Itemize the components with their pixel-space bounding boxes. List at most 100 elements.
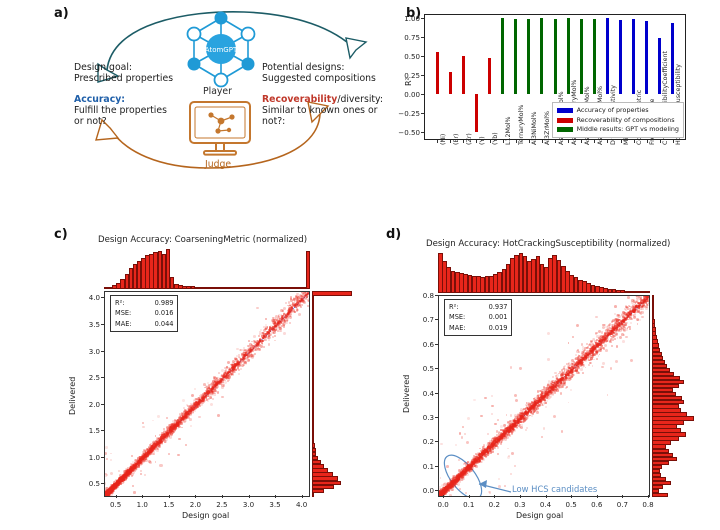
- panel-b-ytick-mark: [421, 17, 424, 19]
- scatter-point: [141, 456, 144, 459]
- scatter-point: [260, 343, 262, 346]
- hist-bar-right: [312, 484, 335, 490]
- scatter-point: [273, 320, 276, 323]
- hist-bar-right: [312, 328, 314, 333]
- scatter-point: [542, 427, 546, 430]
- panel-b-xtick: (Er): [452, 133, 460, 145]
- ytick-mark: [101, 377, 104, 379]
- panel-b-bar: [645, 20, 649, 95]
- scatter-point: [165, 416, 169, 420]
- hist-bar-right: [652, 371, 674, 377]
- scatter-point: [181, 413, 185, 417]
- hist-bar-right: [312, 492, 315, 497]
- panel-b-bar: [658, 38, 662, 95]
- scatter-point: [283, 320, 287, 323]
- panel-b-ytick: 0.25: [404, 71, 420, 81]
- panel-b-xtick-mark: [646, 140, 648, 143]
- ytick-label: 2.5: [88, 373, 100, 383]
- scatter-point: [282, 318, 286, 322]
- ytick-label: 1.5: [88, 426, 100, 436]
- hist-bar-top: [645, 291, 650, 293]
- hist-bar-right: [312, 356, 314, 362]
- panel-b-ytick: 0.75: [404, 32, 420, 42]
- hist-bar-top: [141, 257, 146, 289]
- scatter-point: [176, 419, 180, 423]
- scatter-point: [248, 340, 251, 342]
- xtick-mark: [142, 495, 144, 498]
- scatter-point: [177, 419, 180, 422]
- scatter-point: [304, 292, 307, 294]
- scatter-point: [208, 392, 211, 395]
- ytick-mark: [101, 430, 104, 432]
- scatter-point: [123, 472, 125, 475]
- scatter-point: [277, 315, 280, 317]
- scatter-point: [289, 314, 292, 317]
- scatter-point: [264, 317, 267, 321]
- scatter-point: [218, 380, 221, 383]
- scatter-point: [110, 471, 114, 475]
- hist-bar-top: [108, 287, 113, 289]
- scatter-point: [110, 488, 113, 491]
- scatter-point: [299, 299, 302, 302]
- hist-bar-right: [312, 323, 314, 329]
- scatter-point: [290, 299, 293, 302]
- xtick-mark: [301, 495, 303, 498]
- hist-bar-top: [227, 287, 233, 289]
- scatter-point: [210, 389, 213, 392]
- scatter-point: [166, 427, 169, 429]
- recoverability-accent-tail: /diversity:: [337, 94, 384, 105]
- hist-bar-right: [312, 311, 314, 317]
- hist-bar-top: [198, 286, 204, 289]
- scatter-point: [265, 324, 268, 327]
- hist-bar-right: [652, 367, 671, 373]
- hist-bar-right: [312, 422, 314, 428]
- scatter-point: [262, 336, 265, 339]
- hist-bar-right: [652, 428, 681, 433]
- scatter-point: [243, 347, 246, 350]
- hist-bar-right: [312, 361, 314, 366]
- scatter-point: [187, 413, 190, 416]
- hist-bar-right: [652, 299, 654, 304]
- xtick-label: 3.5: [269, 500, 281, 509]
- scatter-point: [279, 321, 282, 324]
- player-label: Player: [203, 86, 232, 97]
- hist-bar-top: [248, 287, 253, 289]
- hist-bar-right: [652, 339, 658, 344]
- panel-a-letter: a): [54, 6, 69, 21]
- scatter-point: [167, 453, 170, 456]
- scatter-point: [246, 350, 249, 353]
- scatter-point: [146, 454, 149, 457]
- scatter-point: [260, 339, 263, 342]
- scatter-point: [544, 405, 547, 409]
- scatter-point: [253, 352, 256, 355]
- scatter-point: [181, 419, 184, 422]
- scatter-point: [274, 325, 277, 328]
- hist-bar-top: [190, 286, 196, 289]
- scatter-point: [168, 432, 172, 435]
- hist-bar-top: [174, 284, 179, 289]
- panel-b-bar: [579, 18, 583, 95]
- scatter-point: [567, 401, 570, 404]
- panel-c-metrics-box: R²: 0.989 MSE: 0.016 MAE: 0.044: [110, 295, 179, 333]
- panel-b-ytick-mark: [421, 94, 424, 96]
- scatter-point: [238, 369, 241, 371]
- scatter-point: [113, 485, 116, 488]
- panel-b-xtick-mark: [607, 140, 609, 143]
- scatter-point: [299, 305, 303, 309]
- hist-bar-right: [652, 432, 687, 437]
- panel-c-scatter-axes: [104, 291, 310, 497]
- scatter-point: [242, 351, 246, 355]
- scatter-point: [241, 359, 244, 362]
- hist-bar-top: [182, 285, 187, 289]
- scatter-point: [288, 308, 290, 310]
- hist-bar-right: [312, 439, 315, 444]
- scatter-point: [170, 430, 173, 433]
- scatter-point: [454, 443, 457, 446]
- hist-bar-top: [256, 287, 261, 289]
- scatter-point: [224, 376, 228, 380]
- scatter-point: [188, 411, 191, 415]
- scatter-point: [116, 485, 120, 489]
- hist-bar-right: [312, 431, 314, 436]
- hist-bar-right: [652, 327, 656, 332]
- panel-b-ytick: 0.50: [404, 52, 420, 61]
